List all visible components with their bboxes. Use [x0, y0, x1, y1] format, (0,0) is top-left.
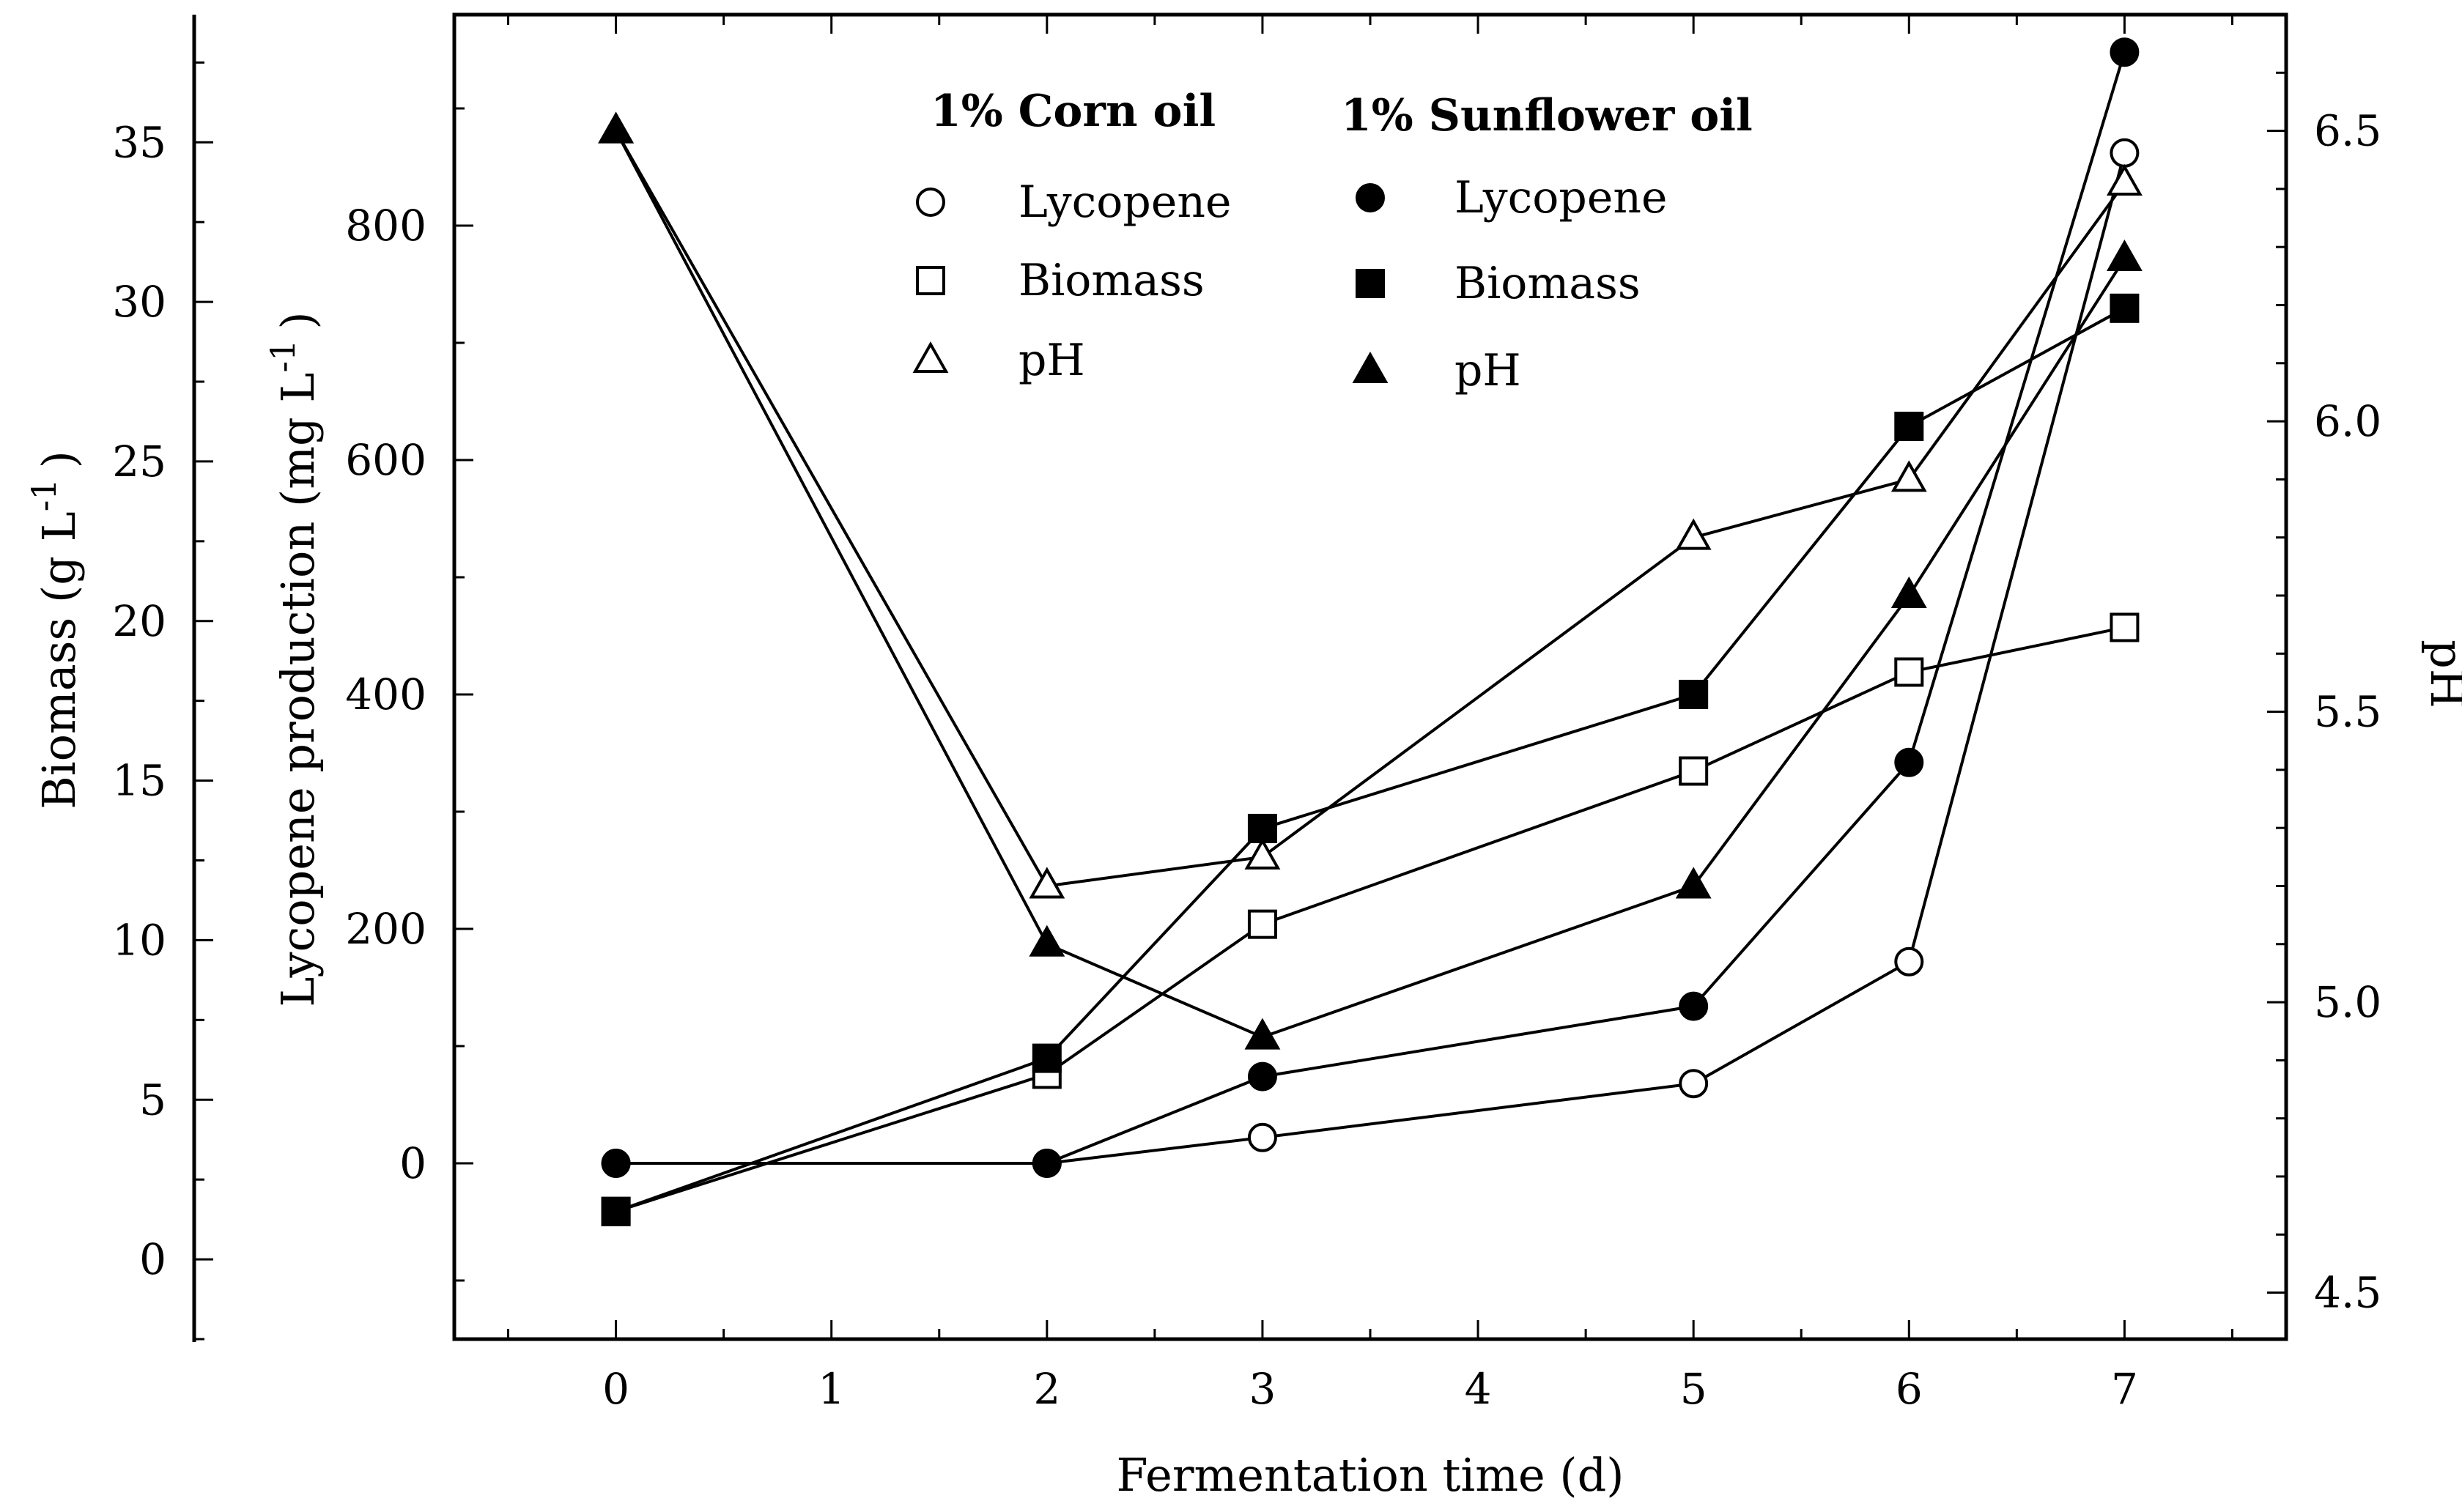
legend-sunflower-circle-marker: [1356, 183, 1385, 212]
sunflower-oil-ph-point: [1029, 924, 1065, 957]
legend-corn-item-label: Biomass: [1019, 255, 1205, 306]
sunflower-oil-lycopene-line: [616, 51, 2126, 1165]
sunflower-oil-biomass-line: [615, 307, 2126, 1213]
corn-oil-ph-point: [1675, 518, 1712, 550]
sunflower-oil-lycopene-point: [1032, 1149, 1062, 1178]
ph-axis-tick-label: 6.5: [2314, 106, 2381, 156]
biomass-axis-tick-label: 5: [139, 1075, 166, 1124]
biomass-axis-tick-label: 0: [139, 1234, 166, 1284]
corn-oil-lycopene-point: [1247, 1122, 1277, 1152]
x-axis-tick-label: 1: [818, 1364, 845, 1414]
x-axis-title: Fermentation time (d): [1117, 1448, 1624, 1502]
sunflower-oil-ph-point: [598, 111, 635, 144]
x-axis-tick-label: 4: [1465, 1364, 1492, 1414]
corn-oil-biomass-line: [615, 626, 2125, 1213]
sunflower-oil-lycopene-point: [1679, 991, 1709, 1021]
x-axis-tick-label: 3: [1249, 1364, 1276, 1414]
sunflower-oil-ph-point: [1244, 1018, 1281, 1050]
corn-oil-ph-point: [1029, 867, 1065, 899]
x-axis-tick-label: 6: [1896, 1364, 1923, 1414]
corn-oil-biomass-point: [2110, 612, 2140, 642]
biomass-axis-tick-label: 20: [112, 596, 166, 646]
biomass-axis-tick-label: 30: [112, 277, 166, 327]
lycopene-axis-tick-label: 800: [345, 201, 426, 251]
legend-corn-circle-marker: [916, 188, 945, 217]
sunflower-oil-lycopene-point: [601, 1149, 631, 1178]
sunflower-oil-biomass-point: [2110, 293, 2140, 323]
lycopene-axis-tick-label: 600: [345, 435, 426, 485]
legend-sunflower-item-label: Biomass: [1454, 258, 1641, 309]
biomass-axis-tick-label: 35: [112, 117, 166, 167]
lycopene-axis-title: Lycopene production (mg L-1): [263, 311, 325, 1007]
ph-axis-title: pH: [2420, 640, 2462, 708]
x-axis-tick-label: 2: [1033, 1364, 1060, 1414]
sunflower-oil-ph-point: [1675, 867, 1712, 899]
ph-axis-tick-label: 5.0: [2314, 977, 2381, 1027]
corn-oil-biomass-point: [1679, 756, 1709, 786]
biomass-axis-title: Biomass (g L-1): [24, 451, 86, 809]
sunflower-oil-biomass-point: [601, 1196, 631, 1226]
legend-sunflower-square-marker: [1356, 269, 1385, 298]
sunflower-oil-biomass-point: [1032, 1043, 1062, 1073]
biomass-axis-tick-label: 10: [112, 915, 166, 965]
x-axis-tick-label: 5: [1680, 1364, 1707, 1414]
x-axis-tick-label: 0: [602, 1364, 629, 1414]
sunflower-oil-biomass-point: [1894, 412, 1924, 442]
corn-oil-ph-point: [2106, 163, 2143, 196]
lycopene-axis-tick-label: 0: [399, 1138, 426, 1188]
legend-corn-oil-title: 1% Corn oil: [931, 86, 1216, 137]
lycopene-axis-tick-label: 200: [345, 904, 426, 954]
corn-oil-ph-point: [1244, 837, 1281, 870]
ph-axis-tick-label: 4.5: [2314, 1268, 2381, 1318]
legend-sunflower-item-label: Lycopene: [1454, 172, 1667, 223]
sunflower-oil-ph-line: [614, 130, 2126, 1039]
sunflower-oil-ph-point: [1890, 576, 1927, 608]
corn-oil-biomass-point: [1247, 909, 1277, 939]
corn-oil-lycopene-point: [1894, 946, 1924, 976]
legend-corn-item-label: pH: [1019, 335, 1085, 386]
x-axis-tick-label: 7: [2111, 1364, 2138, 1414]
biomass-axis-tick-label: 25: [112, 437, 166, 486]
plot-frame: [452, 12, 2288, 1341]
lycopene-axis-tick-label: 400: [345, 670, 426, 719]
sunflower-oil-lycopene-point: [1247, 1061, 1277, 1092]
legend-sunflower-oil-title: 1% Sunflower oil: [1341, 90, 1753, 141]
legend-corn-square-marker: [916, 266, 945, 295]
corn-oil-biomass-point: [1894, 657, 1924, 687]
ph-axis-tick-label: 5.5: [2314, 687, 2381, 737]
corn-oil-lycopene-point: [1679, 1069, 1709, 1099]
legend-sunflower-triangle-marker: [1352, 351, 1389, 383]
sunflower-oil-biomass-point: [1247, 813, 1277, 843]
corn-oil-lycopene-point: [2110, 138, 2140, 168]
sunflower-oil-biomass-point: [1679, 679, 1709, 709]
ph-axis-tick-label: 6.0: [2314, 396, 2381, 446]
sunflower-oil-ph-point: [2106, 240, 2143, 272]
legend-corn-triangle-marker: [912, 341, 949, 373]
corn-oil-ph-point: [1890, 460, 1927, 492]
corn-oil-ph-line: [614, 130, 2126, 888]
legend-corn-item-label: Lycopene: [1019, 177, 1231, 228]
legend-sunflower-item-label: pH: [1454, 345, 1521, 396]
biomass-axis-tick-label: 15: [112, 756, 166, 806]
sunflower-oil-lycopene-point: [2110, 37, 2140, 67]
sunflower-oil-lycopene-point: [1894, 747, 1924, 777]
